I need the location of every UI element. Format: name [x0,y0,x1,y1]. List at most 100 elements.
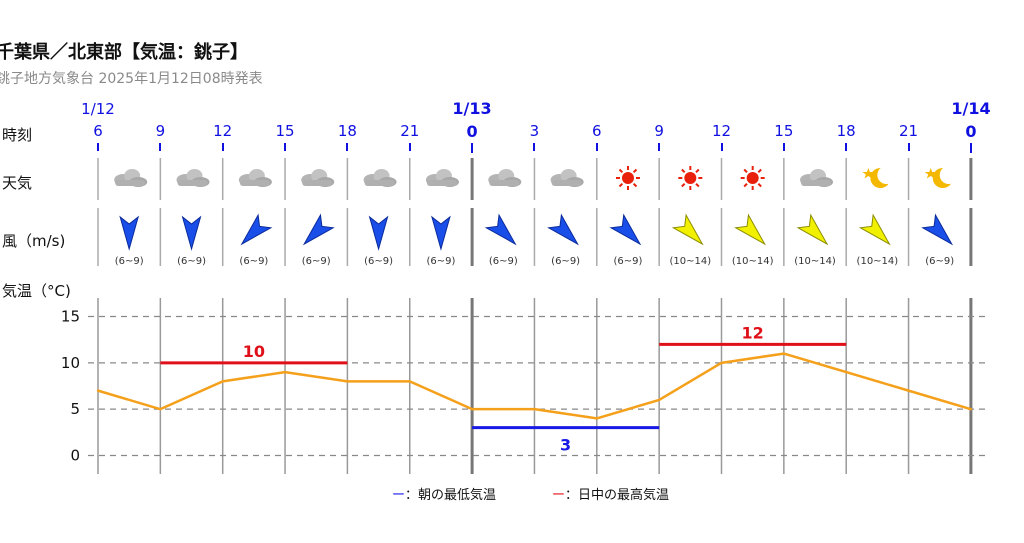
hour-label: 18 [337,122,357,140]
temperature-point [221,380,224,383]
wind-speed-label: (10~14) [669,256,712,267]
hour-label: 18 [836,122,856,140]
cloud-icon [176,169,210,187]
hour-label: 15 [275,122,295,140]
temperature-point [533,407,536,411]
wind-speed-label: (6~9) [488,256,518,267]
moon-icon [862,166,896,188]
cloud-icon [488,169,522,187]
hour-tick [97,143,99,151]
wind-arrow-icon [734,213,767,246]
moon-icon [924,166,958,188]
cloud-icon [425,169,459,187]
hour-tick [782,143,785,151]
date-label-3: 1/14 [951,99,991,118]
wind-speed-label: (10~14) [731,256,774,267]
temperature-point [346,380,349,383]
hour-label: 12 [213,122,233,140]
hour-label: 0 [466,122,478,141]
temperature-point [595,417,598,420]
sun-icon [615,166,640,190]
hour-tick [408,143,411,151]
wind-arrow-icon [796,213,829,246]
sun-icon [740,166,765,190]
temperature-point [96,389,100,392]
hour-tick [159,143,162,151]
hour-tick [221,143,224,151]
temperature-point [408,380,411,383]
temperature-point [720,361,723,365]
hour-tick [284,143,287,151]
hour-label: 6 [592,122,602,140]
wind-arrow-icon [858,213,891,246]
wind-speed-label: (6~9) [426,256,456,267]
temperature-point [657,398,661,402]
legend-max: ー：日中の最高気温 [552,484,669,503]
hour-label: 12 [711,122,732,140]
temperature-point [907,389,910,392]
temperature-point [159,407,162,411]
hour-label: 21 [400,122,420,140]
temperature-point [283,370,287,374]
hour-label: 0 [965,122,977,141]
wind-speed-label: (6~9) [613,256,643,267]
legend-min: ー：朝の最低気温 [392,484,496,503]
cloud-icon [800,169,834,187]
hour-tick [595,143,598,151]
wind-speed-label: (6~9) [114,256,144,267]
hour-tick [907,143,910,151]
wind-arrow-icon [302,213,335,246]
legend-max-label: ：日中の最高気温 [565,488,670,503]
wind-arrow-icon [671,213,704,246]
hour-label: 6 [93,122,103,140]
hour-tick [471,143,474,153]
wind-speed-label: (6~9) [364,256,394,267]
weather-row-label: 天気 [2,174,33,192]
hour-tick [533,143,536,151]
hour-tick [845,143,848,151]
max-temp-label: 12 [742,323,764,342]
cloud-icon [550,169,584,187]
wind-speed-label: (6~9) [301,256,331,267]
wind-arrow-icon [368,215,389,251]
temperature-point [969,407,973,411]
wind-speed-label: (10~14) [794,256,836,267]
wind-row-label: 風（m/s) [2,232,66,250]
wind-arrow-icon [181,215,202,251]
hour-label: 9 [654,122,664,140]
temperature-point [845,370,848,374]
cloud-icon [114,169,148,187]
y-tick-label: 10 [61,354,80,372]
wind-speed-label: (10~14) [856,256,899,267]
wind-arrow-icon [484,213,517,246]
wind-arrow-icon [431,215,451,251]
wind-speed-label: (6~9) [239,256,269,267]
hour-tick [969,143,972,153]
wind-arrow-icon [240,213,273,246]
hour-label: 9 [155,122,166,140]
wind-arrow-icon [119,215,140,251]
hour-tick [720,143,723,151]
wind-speed-label: (6~9) [177,256,206,267]
wind-arrow-icon [547,213,579,246]
hour-tick [346,143,349,151]
wind-speed-label: (6~9) [925,256,955,267]
hour-label: 21 [899,122,919,140]
max-temp-label: 10 [243,342,265,361]
temp-row-label: 気温（°C) [2,282,71,300]
min-temp-label: 3 [560,436,571,455]
hour-label: 15 [774,122,794,140]
hour-label: 3 [529,122,540,140]
temperature-point [470,407,474,411]
y-tick-label: 5 [70,400,80,418]
legend-max-marker: ー [552,488,566,503]
page-title: 千葉県／北東部【気温：銚子】 [0,42,248,63]
cloud-icon [363,169,397,187]
temperature-point [782,352,786,355]
time-row-label: 時刻 [2,126,33,144]
hour-tick [658,143,661,151]
y-tick-label: 0 [70,446,80,464]
date-label-1: 1/12 [81,100,115,118]
wind-arrow-icon [609,213,642,246]
